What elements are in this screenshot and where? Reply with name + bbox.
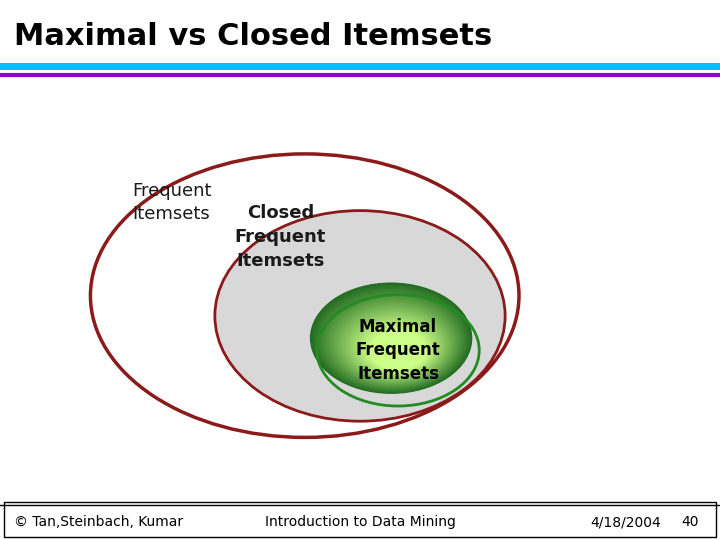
Text: 4/18/2004: 4/18/2004 — [590, 515, 661, 529]
Ellipse shape — [339, 306, 450, 382]
Ellipse shape — [336, 303, 453, 383]
Ellipse shape — [318, 288, 467, 391]
Ellipse shape — [354, 318, 438, 376]
Ellipse shape — [334, 302, 454, 384]
Ellipse shape — [360, 323, 434, 374]
Ellipse shape — [325, 294, 461, 388]
Ellipse shape — [91, 154, 519, 437]
Ellipse shape — [311, 284, 472, 393]
Ellipse shape — [355, 319, 438, 376]
Ellipse shape — [320, 291, 465, 390]
Ellipse shape — [318, 289, 466, 390]
Ellipse shape — [341, 308, 448, 381]
Ellipse shape — [343, 309, 447, 381]
Ellipse shape — [344, 310, 446, 380]
Text: 40: 40 — [681, 515, 698, 529]
Ellipse shape — [315, 286, 469, 392]
Ellipse shape — [346, 312, 444, 379]
Ellipse shape — [337, 304, 451, 383]
Ellipse shape — [333, 301, 454, 384]
Ellipse shape — [341, 307, 449, 382]
Text: Frequent
Itemsets: Frequent Itemsets — [132, 181, 212, 224]
Ellipse shape — [369, 330, 428, 370]
Ellipse shape — [364, 326, 431, 372]
Ellipse shape — [361, 324, 433, 373]
Text: Maximal
Frequent
Itemsets: Maximal Frequent Itemsets — [356, 318, 441, 383]
Ellipse shape — [338, 305, 451, 382]
Ellipse shape — [316, 287, 467, 392]
Text: © Tan,Steinbach, Kumar: © Tan,Steinbach, Kumar — [14, 515, 184, 529]
Ellipse shape — [327, 296, 459, 387]
Ellipse shape — [322, 292, 463, 389]
Ellipse shape — [366, 328, 429, 372]
Ellipse shape — [353, 317, 439, 377]
Ellipse shape — [321, 292, 464, 389]
Ellipse shape — [330, 299, 456, 386]
Ellipse shape — [332, 300, 456, 385]
Text: Introduction to Data Mining: Introduction to Data Mining — [264, 515, 456, 529]
Ellipse shape — [367, 329, 428, 371]
Text: Closed
Frequent
Itemsets: Closed Frequent Itemsets — [235, 204, 326, 269]
Ellipse shape — [215, 211, 505, 421]
Ellipse shape — [345, 311, 445, 380]
Ellipse shape — [348, 313, 444, 379]
Ellipse shape — [350, 315, 441, 377]
Ellipse shape — [312, 285, 470, 393]
Ellipse shape — [310, 282, 472, 394]
Ellipse shape — [313, 286, 469, 393]
Ellipse shape — [369, 331, 426, 370]
Ellipse shape — [359, 322, 435, 374]
Ellipse shape — [351, 316, 441, 377]
Ellipse shape — [356, 320, 437, 375]
Ellipse shape — [325, 295, 460, 388]
Ellipse shape — [357, 321, 436, 375]
Ellipse shape — [349, 314, 442, 378]
Ellipse shape — [365, 327, 430, 372]
Ellipse shape — [362, 325, 432, 373]
Ellipse shape — [328, 298, 458, 387]
Text: Maximal vs Closed Itemsets: Maximal vs Closed Itemsets — [14, 22, 492, 51]
Ellipse shape — [323, 293, 462, 388]
Ellipse shape — [329, 298, 457, 386]
